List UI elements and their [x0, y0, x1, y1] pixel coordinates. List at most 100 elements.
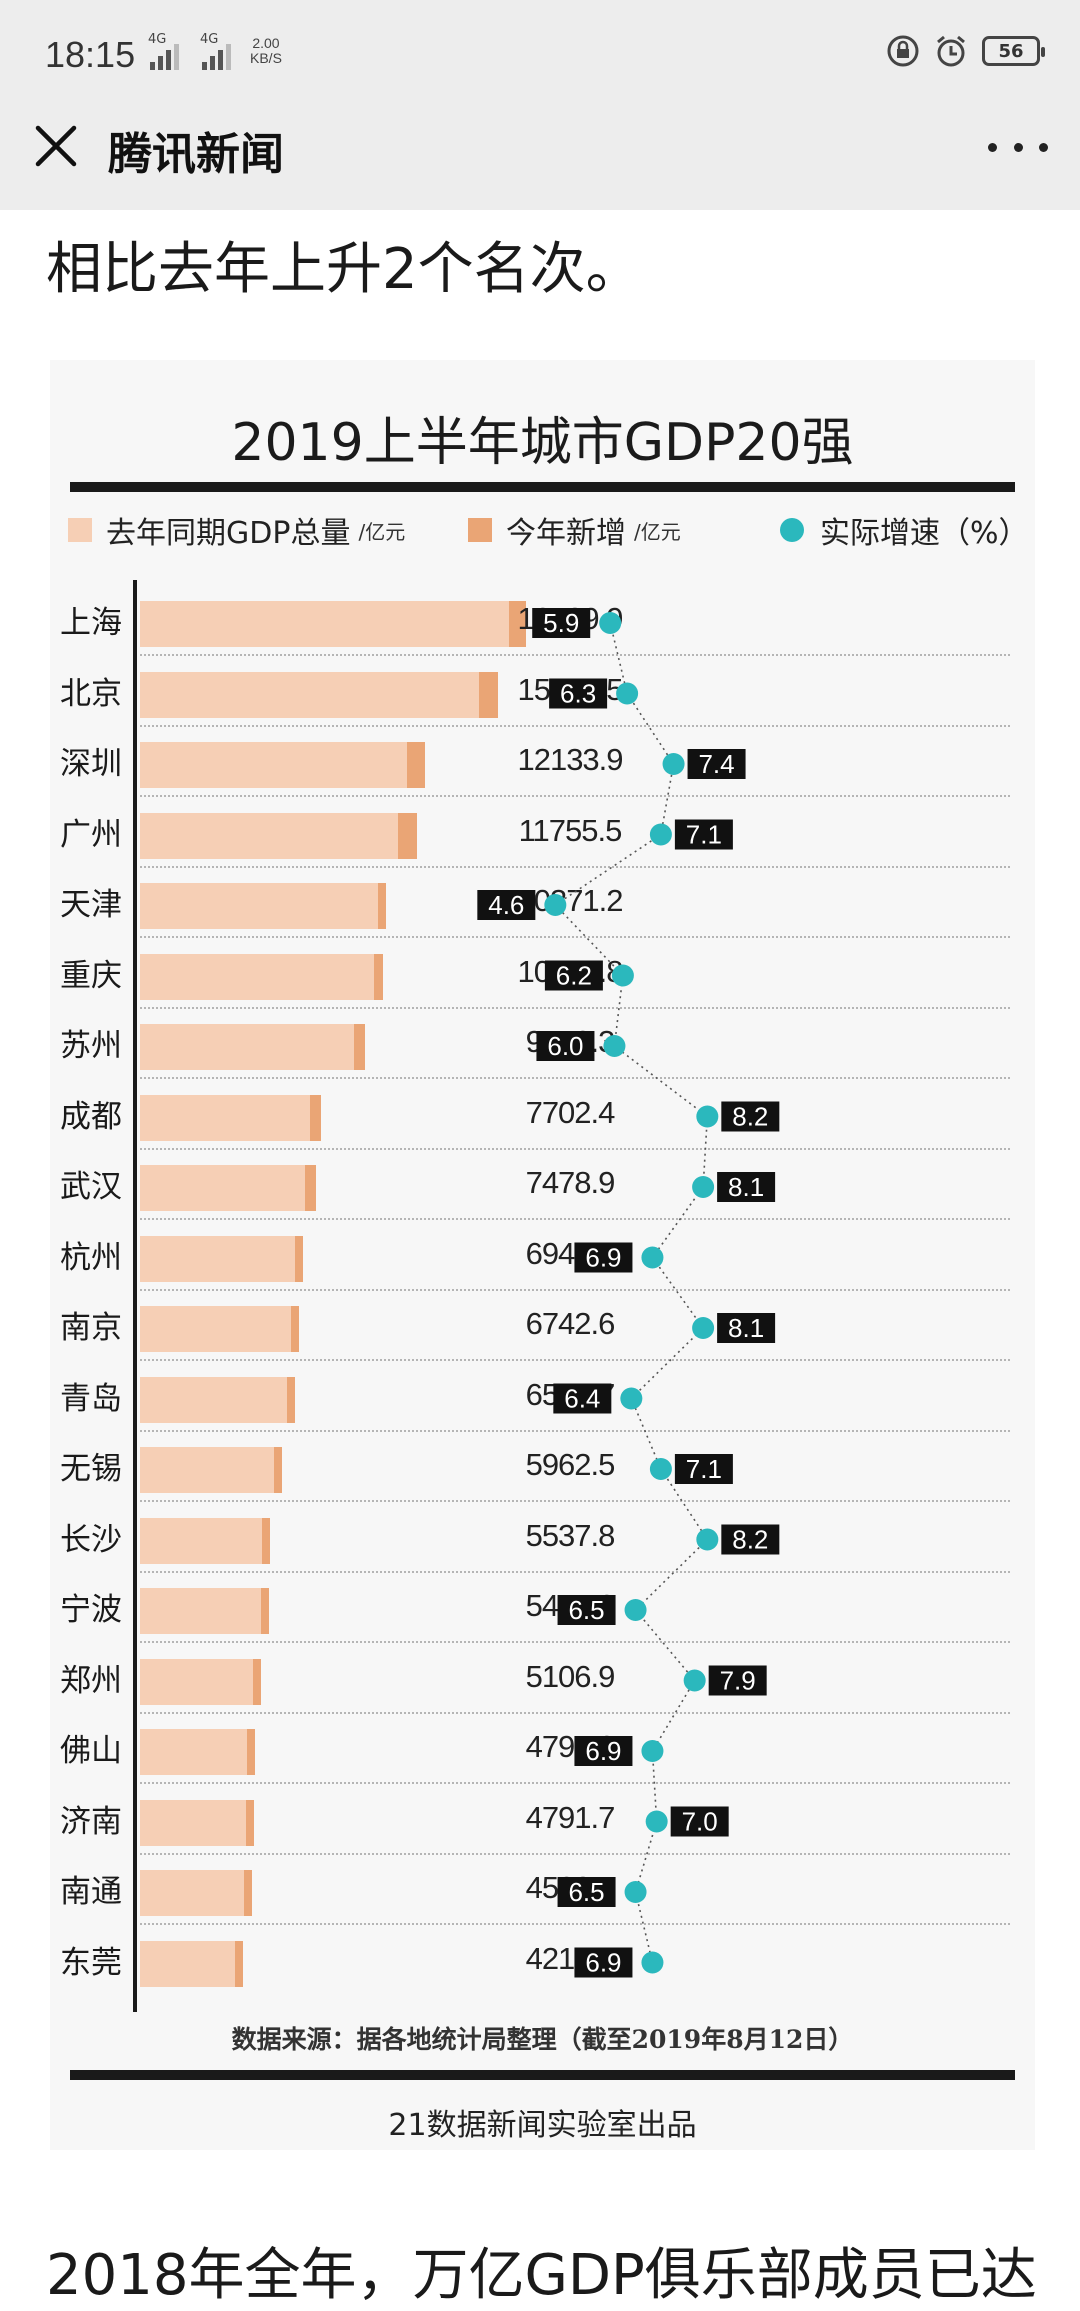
legend-dot-growth: [780, 518, 804, 542]
bar-base: [140, 1799, 246, 1846]
gdp-total-label: 4791.7: [525, 1799, 616, 1835]
divider: [70, 2070, 1015, 2080]
gdp-total-label: 16409.9: [517, 601, 623, 636]
bar-increment: [377, 883, 386, 929]
bar-base: [140, 1658, 253, 1705]
gdp-total-label: 4795.2: [525, 1729, 616, 1764]
gdp-infographic: 2019上半年城市GDP20强 去年同期GDP总量 /亿元 今年新增 /亿元 实…: [50, 360, 1035, 2150]
gdp-total-label: 15212.5: [517, 671, 623, 707]
gdp-total-label: 7702.4: [525, 1094, 616, 1130]
bar-increment: [243, 1870, 252, 1916]
gdp-total-label: 6949.1: [525, 1235, 616, 1271]
bar-increment: [290, 1306, 299, 1352]
gdp-total-label: 6552.7: [525, 1376, 616, 1412]
chart-row: 成都 7702.4: [50, 1079, 1035, 1150]
legend-swatch-increment: [468, 518, 492, 542]
chart-row: 郑州 5106.9: [50, 1643, 1035, 1714]
bar-increment: [310, 1094, 322, 1141]
city-label: 佛山: [60, 1733, 122, 1769]
bar-increment: [354, 1024, 365, 1070]
bar-increment: [245, 1799, 254, 1846]
gdp-total-label: 10334.8: [517, 953, 623, 989]
gdp-total-label: 6742.6: [525, 1306, 616, 1341]
chart-row: 武汉 7478.9: [50, 1149, 1035, 1220]
bar-base: [140, 1306, 291, 1352]
gdp-total-label: 4215.9: [525, 1940, 616, 1976]
close-icon[interactable]: [30, 120, 82, 172]
bar-base: [140, 1024, 355, 1070]
bar-increment: [247, 1729, 256, 1775]
city-label: 北京: [60, 675, 122, 712]
chart-credit: 21数据新闻实验室出品: [388, 2108, 697, 2143]
divider: [70, 482, 1015, 492]
gdp-total-label: 11755.5: [518, 812, 623, 848]
signal-icon-sim1: 4G: [148, 32, 179, 70]
city-label: 郑州: [60, 1662, 122, 1699]
legend-increment: 今年新增 /亿元: [468, 510, 681, 551]
signal-icon-sim2: 4G: [200, 32, 231, 70]
chart-row: 南京 6742.6: [50, 1290, 1035, 1361]
bar-base: [140, 1094, 311, 1141]
city-label: 广州: [60, 816, 122, 853]
bar-increment: [406, 742, 426, 788]
bar-increment: [509, 601, 527, 647]
gdp-total-label: 5537.8: [525, 1517, 616, 1553]
status-time: 18:15: [45, 34, 136, 75]
chart-row: 杭州 6949.1: [50, 1220, 1035, 1291]
article-paragraph: 2018年全年，万亿GDP俱乐部成员已达: [46, 2243, 1037, 2308]
bar-increment: [397, 812, 417, 859]
legend-swatch-base: [68, 518, 92, 542]
city-label: 宁波: [60, 1592, 122, 1628]
bar-base: [140, 1588, 262, 1634]
city-label: 上海: [60, 605, 122, 641]
y-axis-line: [133, 580, 137, 2012]
chart-row: 深圳 12133.9: [50, 726, 1035, 797]
bar-base: [140, 1447, 275, 1493]
lock-rotate-icon: [887, 35, 919, 67]
legend-growth: 实际增速（%）: [780, 510, 1029, 551]
more-icon[interactable]: [988, 122, 1048, 172]
gdp-total-label: 10371.2: [517, 883, 623, 918]
status-icons: 56: [886, 34, 1045, 68]
bar-base: [140, 1940, 236, 1987]
bar-increment: [261, 1588, 270, 1634]
bar-increment: [479, 671, 498, 718]
chart-row: 长沙 5537.8: [50, 1502, 1035, 1573]
bar-increment: [305, 1165, 316, 1211]
gdp-total-label: 12133.9: [517, 742, 623, 777]
bar-base: [140, 1376, 288, 1423]
data-source: 数据来源：据各地统计局整理（截至2019年8月12日）: [231, 2025, 854, 2054]
chart-row: 无锡 5962.5: [50, 1431, 1035, 1502]
chart-row: 南通 4580.1: [50, 1854, 1035, 1925]
bar-increment: [262, 1517, 271, 1564]
gdp-total-label: 5106.9: [525, 1658, 616, 1694]
city-label: 重庆: [60, 957, 122, 994]
chart-row: 上海 16409.9: [50, 585, 1035, 656]
chart-row: 天津 10371.2: [50, 867, 1035, 938]
bar-base: [140, 1729, 248, 1775]
alarm-icon: [937, 35, 965, 67]
article-paragraph: 相比去年上升2个名次。: [46, 237, 642, 302]
gdp-total-label: 5417.2: [525, 1588, 616, 1623]
city-label: 杭州: [60, 1239, 122, 1276]
bar-base: [140, 953, 375, 1000]
city-label: 天津: [60, 887, 122, 923]
chart-row: 东莞 4215.9: [50, 1925, 1035, 1995]
city-label: 南通: [60, 1874, 122, 1910]
chart-title: 2019上半年城市GDP20强: [231, 413, 854, 473]
chart-row: 苏州 9548.3: [50, 1008, 1035, 1079]
city-label: 无锡: [60, 1451, 122, 1487]
chart-row: 佛山 4795.2: [50, 1713, 1035, 1784]
city-label: 东莞: [60, 1944, 122, 1981]
chart-row: 重庆 10334.8: [50, 938, 1035, 1009]
chart-row: 济南 4791.7: [50, 1784, 1035, 1855]
bar-base: [140, 601, 510, 647]
city-label: 苏州: [60, 1028, 122, 1064]
gdp-total-label: 9548.3: [525, 1024, 616, 1059]
bar-base: [140, 1870, 244, 1916]
bar-increment: [287, 1376, 296, 1423]
bar-base: [140, 742, 407, 788]
gdp-total-label: 4580.1: [525, 1870, 616, 1905]
legend-base: 去年同期GDP总量 /亿元: [68, 510, 405, 551]
chart-row: 广州 11755.5: [50, 797, 1035, 868]
